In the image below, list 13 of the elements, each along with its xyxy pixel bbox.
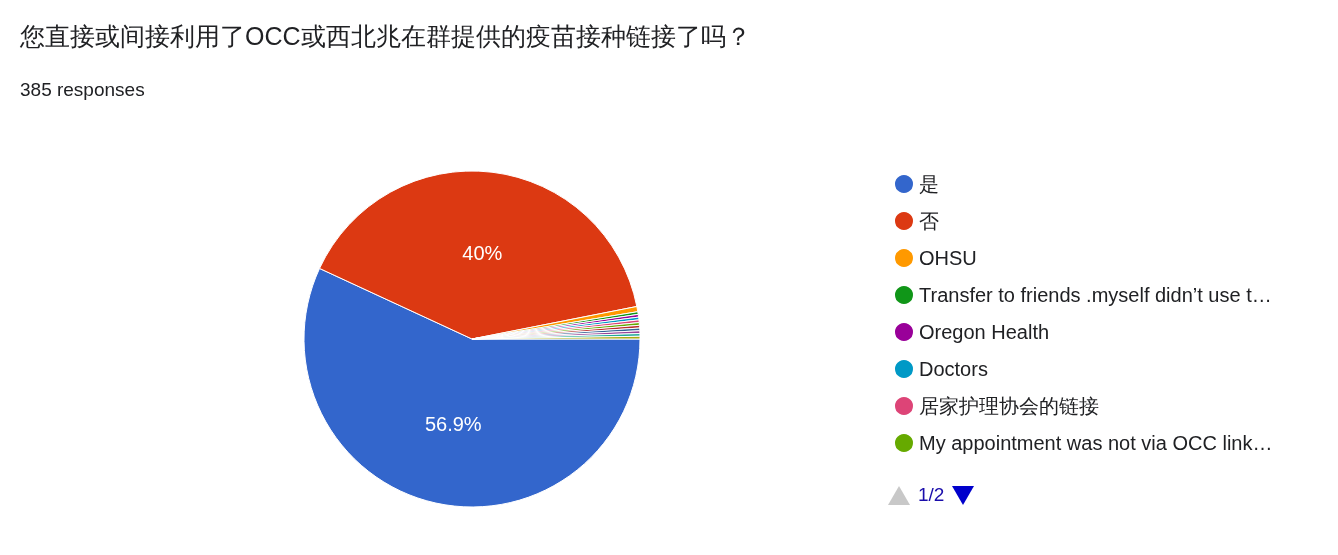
legend-label: 是 bbox=[919, 173, 939, 195]
legend-label: 否 bbox=[919, 210, 939, 232]
legend-label: Doctors bbox=[919, 358, 988, 380]
legend-label: Transfer to friends .myself didn’t use t… bbox=[919, 284, 1272, 306]
chart-title: 您直接或间接利用了OCC或西北兆在群提供的疫苗接种链接了吗？ bbox=[20, 21, 751, 52]
text: 385 responses bbox=[20, 79, 145, 101]
legend-label: My appointment was not via OCC link… bbox=[919, 432, 1273, 454]
data-label: 40% bbox=[462, 241, 503, 264]
legend-label: OHSU bbox=[919, 247, 977, 269]
text: 1/2 bbox=[918, 484, 945, 506]
legend-label: 居家护理协会的链接 bbox=[919, 395, 1099, 417]
legend-label: Oregon Health bbox=[919, 321, 1050, 343]
data-label: 56.9% bbox=[424, 412, 482, 435]
